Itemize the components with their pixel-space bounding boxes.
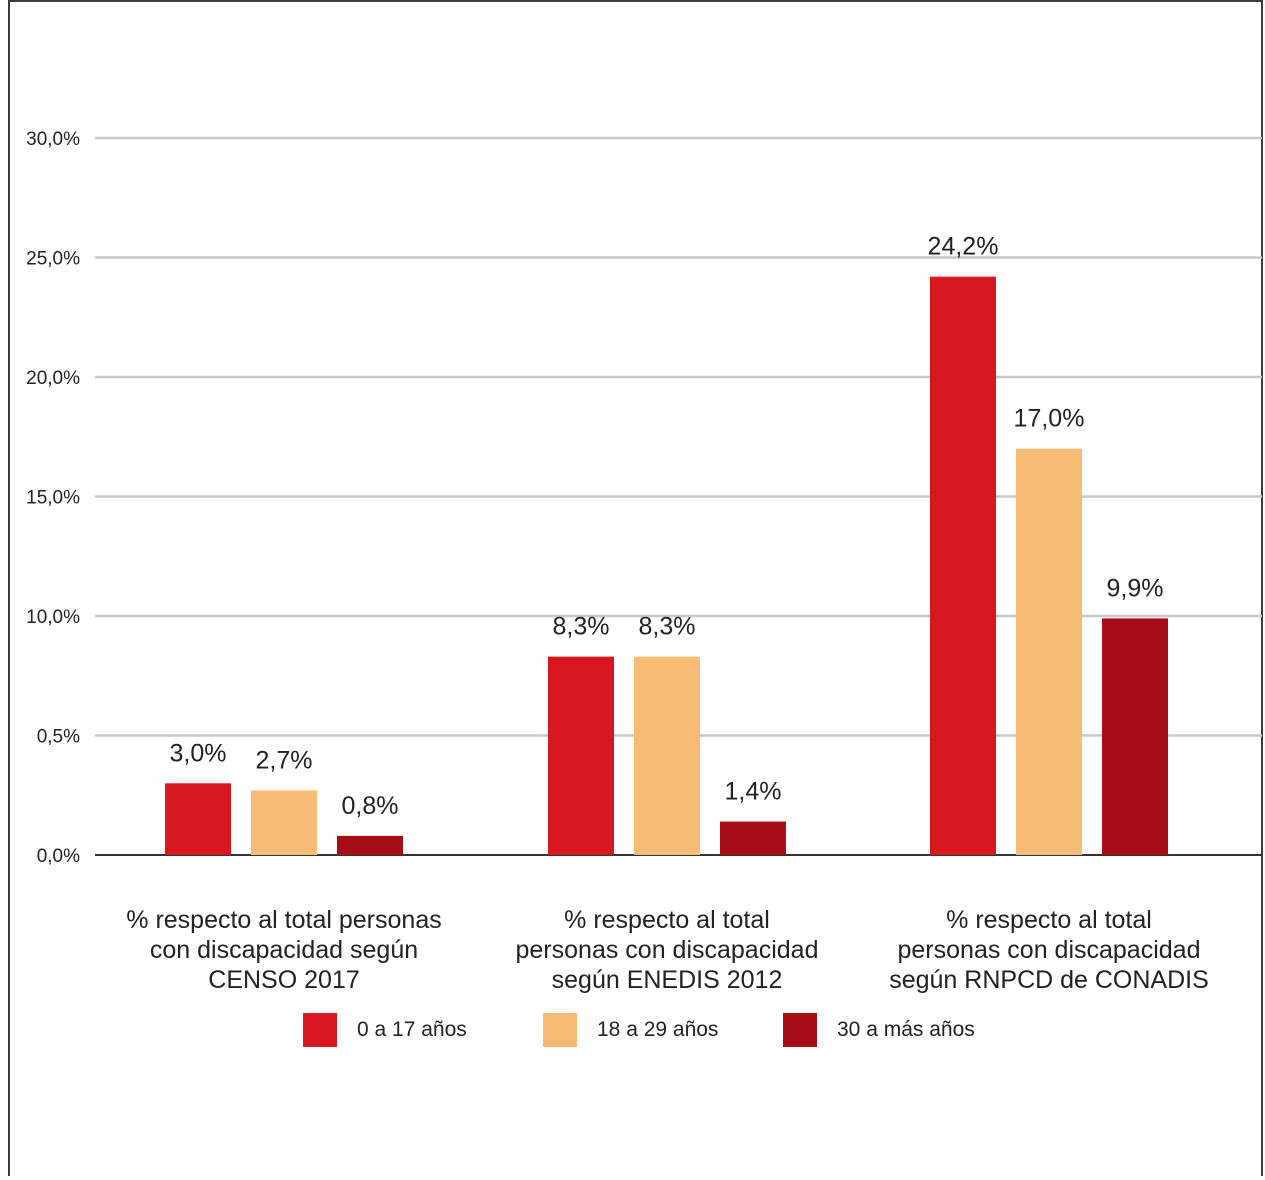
chart-legend: 0 a 17 años 18 a 29 años 30 a más años — [0, 1010, 1265, 1050]
bar — [930, 276, 996, 855]
y-tick-label: 0,5% — [37, 727, 80, 748]
category-label: % respecto al total personas con discapac… — [126, 906, 441, 994]
legend-item: 30 a más años — [783, 1010, 975, 1050]
y-tick-label: 20,0% — [26, 368, 80, 389]
data-label: 17,0% — [1014, 405, 1085, 433]
legend-item: 18 a 29 años — [543, 1010, 718, 1050]
data-label: 9,9% — [1107, 574, 1164, 602]
bar — [1016, 448, 1082, 855]
legend-label: 0 a 17 años — [357, 1018, 467, 1041]
data-label: 1,4% — [725, 778, 782, 806]
bar — [720, 821, 786, 855]
bar — [634, 656, 700, 855]
legend-item: 0 a 17 años — [303, 1010, 467, 1050]
legend-swatch — [303, 1013, 337, 1047]
y-tick-label: 10,0% — [26, 607, 80, 628]
bar-chart: 0,0% 0,5% 10,0% 15,0% 20,0% 25,0% 30,0% 3,0% 8,3… — [26, 129, 1262, 1000]
y-tick-label: 0,0% — [37, 846, 80, 867]
legend-swatch — [543, 1013, 577, 1047]
bar — [251, 790, 317, 855]
data-label: 2,7% — [256, 746, 313, 774]
bar — [1102, 618, 1168, 855]
chart-frame — [8, 0, 1263, 1176]
data-label: 24,2% — [928, 233, 999, 261]
data-label: 8,3% — [553, 613, 610, 641]
data-label: 3,0% — [170, 739, 227, 767]
category-label: % respecto al total personas con discapac… — [889, 906, 1209, 1000]
data-label: 8,3% — [639, 613, 696, 641]
category-label: % respecto al total personas con discapac… — [516, 906, 819, 994]
legend-label: 30 a más años — [837, 1018, 975, 1041]
legend-swatch — [783, 1013, 817, 1047]
legend-label: 18 a 29 años — [597, 1018, 719, 1041]
y-tick-label: 30,0% — [26, 129, 80, 150]
bar — [548, 656, 614, 855]
y-tick-label: 15,0% — [26, 488, 80, 509]
bar — [337, 835, 403, 855]
bar — [165, 783, 231, 855]
y-tick-label: 25,0% — [26, 249, 80, 270]
data-label: 0,8% — [342, 792, 399, 820]
